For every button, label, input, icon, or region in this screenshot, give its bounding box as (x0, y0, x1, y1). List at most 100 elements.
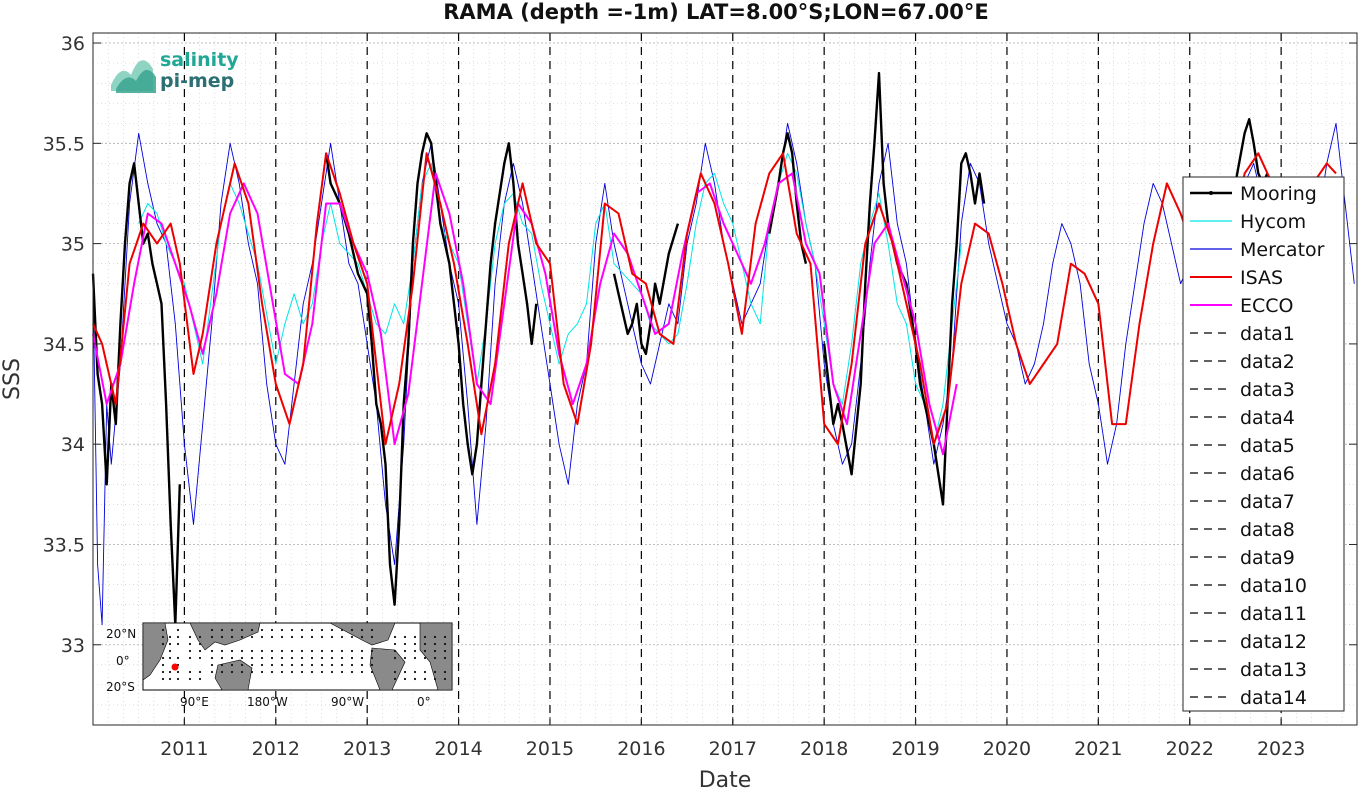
mooring-dot (198, 635, 202, 639)
series-line-mercator (92, 122, 1355, 626)
mooring-dot (423, 649, 427, 653)
mooring-dot (260, 649, 264, 653)
mooring-dot (168, 635, 172, 639)
mooring-dot (330, 649, 334, 653)
mooring-dot (188, 635, 192, 639)
mooring-dot (270, 663, 274, 667)
mooring-dot (230, 663, 234, 667)
x-tick-label: 2017 (709, 738, 757, 760)
mooring-dot (340, 663, 344, 667)
mooring-dot (370, 670, 374, 674)
mooring-dot (433, 656, 437, 660)
series-line-mooring (91, 71, 1269, 626)
mooring-dot (350, 635, 354, 639)
mooring-dot (250, 663, 254, 667)
mooring-dot (443, 656, 447, 660)
mooring-dot (230, 635, 234, 639)
legend-label-isas: ISAS (1240, 267, 1283, 289)
mooring-dot (240, 670, 244, 674)
mooring-dot (161, 642, 165, 646)
mooring-dot (300, 670, 304, 674)
mooring-dot (176, 628, 180, 632)
mooring-dot (168, 642, 172, 646)
mooring-dot (403, 670, 407, 674)
mooring-dot (280, 635, 284, 639)
mooring-dot (240, 635, 244, 639)
mooring-dot (320, 663, 324, 667)
mooring-dot (161, 635, 165, 639)
y-axis-ticks: 33 33.5 34 34.5 35 35.5 36 (43, 33, 1357, 657)
mooring-dot (423, 635, 427, 639)
x-tick-label: 2012 (252, 738, 300, 760)
mooring-dot (161, 670, 165, 674)
mooring-dot (310, 635, 314, 639)
mooring-dot (280, 670, 284, 674)
mooring-dot (198, 649, 202, 653)
map-xlabel-90e: 90°E (180, 695, 209, 709)
mooring-dot (198, 677, 202, 681)
legend-label-data5: data5 (1240, 435, 1295, 457)
mooring-dot (330, 656, 334, 660)
mooring-dot (350, 670, 354, 674)
mooring-dot (230, 670, 234, 674)
mooring-dot (310, 656, 314, 660)
mooring-dot (320, 649, 324, 653)
x-axis-ticks: 2011 2012 2013 2014 2015 2016 2017 2018 2019 2020… (160, 717, 1305, 760)
mooring-dot (413, 642, 417, 646)
mooring-dot (270, 670, 274, 674)
mooring-dot (310, 670, 314, 674)
map-inset: 20°N 0° 20°S 90°E 180°W 90°W 0° (106, 622, 453, 709)
mooring-dot (270, 649, 274, 653)
mooring-dot (413, 670, 417, 674)
logo-text-salinity: salinity (160, 49, 239, 71)
mooring-dot (188, 677, 192, 681)
mooring-dot (370, 649, 374, 653)
legend-label-data9: data9 (1240, 547, 1295, 569)
x-tick-label: 2018 (800, 738, 848, 760)
x-tick-label: 2013 (343, 738, 391, 760)
mooring-dot (360, 656, 364, 660)
mooring-dot (423, 656, 427, 660)
mooring-dot (176, 656, 180, 660)
legend-label-data8: data8 (1240, 519, 1295, 541)
mooring-dot (320, 656, 324, 660)
mooring-dot (443, 635, 447, 639)
mooring-dot (350, 649, 354, 653)
mooring-dot (300, 656, 304, 660)
mooring-dot (176, 670, 180, 674)
mooring-dot (260, 663, 264, 667)
mooring-dot (403, 635, 407, 639)
mooring-dot (210, 670, 214, 674)
map-ylabel-20n: 20°N (106, 627, 136, 641)
mooring-dot (340, 670, 344, 674)
mooring-dot (290, 663, 294, 667)
mooring-dot (280, 656, 284, 660)
mooring-dot (350, 663, 354, 667)
map-xlabel-90w: 90°W (331, 695, 364, 709)
x-tick-label: 2011 (160, 738, 208, 760)
mooring-dot (280, 649, 284, 653)
mooring-dot (210, 656, 214, 660)
mooring-dot (393, 642, 397, 646)
y-tick-label: 35 (61, 234, 85, 256)
legend-label-data3: data3 (1240, 379, 1295, 401)
mooring-dot (161, 628, 165, 632)
mooring-dot (443, 670, 447, 674)
x-tick-label: 2022 (1166, 738, 1214, 760)
mooring-dot (413, 635, 417, 639)
map-land-america-north (329, 622, 396, 646)
mooring-dot (220, 635, 224, 639)
mooring-dot (393, 670, 397, 674)
mooring-dot (310, 649, 314, 653)
mooring-dot (240, 656, 244, 660)
mooring-dot (230, 628, 234, 632)
mooring-dot (270, 656, 274, 660)
mooring-dots (161, 628, 447, 681)
mooring-dot (161, 663, 165, 667)
mooring-dot (393, 635, 397, 639)
mooring-dot (320, 635, 324, 639)
mooring-dot (360, 670, 364, 674)
mooring-dot (210, 635, 214, 639)
mooring-dot (250, 670, 254, 674)
mooring-dot (310, 628, 314, 632)
